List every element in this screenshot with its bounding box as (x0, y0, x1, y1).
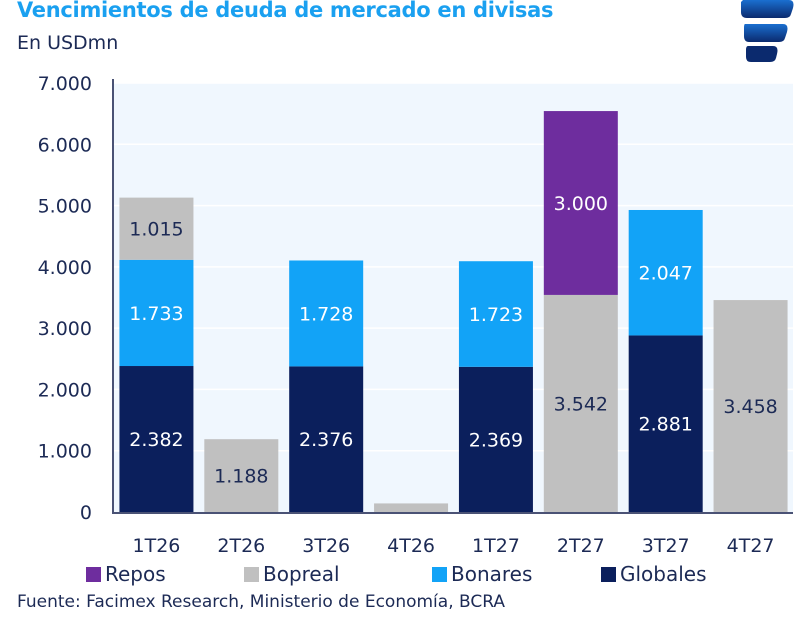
bar-segment-globales-1t26 (119, 366, 194, 512)
data-label: 3.000 (554, 193, 608, 215)
legend-item-bopreal: Bopreal (244, 562, 340, 586)
data-label: 3.542 (554, 393, 608, 415)
y-tick-label: 6.000 (38, 134, 92, 156)
bar-segment-bopreal-1t26 (119, 197, 194, 260)
bar-segment-globales-1t27 (458, 366, 533, 512)
y-tick-label: 5.000 (38, 196, 92, 218)
bar-segment-bonares-1t26 (119, 259, 194, 367)
data-label: 1.188 (214, 466, 268, 488)
stacked-bar-chart: 0 1.000 2.000 3.000 4.000 5.000 6.000 7.000 2.3… (38, 73, 793, 557)
data-label: 1.723 (469, 304, 523, 326)
x-tick-label: 3T26 (302, 535, 350, 557)
y-tick-label: 2.000 (38, 379, 92, 401)
x-tick-label: 3T27 (642, 535, 690, 557)
bar-segment-bopreal-4t27 (713, 300, 788, 512)
x-tick-label: 2T26 (217, 535, 265, 557)
legend-swatch-globales (601, 566, 616, 582)
y-tick-label: 1.000 (38, 441, 92, 463)
x-tick-label: 4T27 (727, 535, 775, 557)
x-tick-label: 1T27 (472, 535, 520, 557)
bar-segment-bonares-3t27 (628, 209, 703, 336)
bars (119, 111, 788, 512)
bar-segment-bopreal-2t27 (543, 294, 618, 512)
bar-segment-bonares-1t27 (458, 261, 533, 367)
bar-segment-bopreal-4t26 (374, 503, 449, 512)
legend-swatch-bonares (432, 566, 447, 582)
legend-swatch-bopreal (244, 566, 259, 582)
bar-segment-globales-3t26 (289, 366, 364, 512)
y-tick-label: 4.000 (38, 257, 92, 279)
data-label: 1.015 (129, 219, 183, 241)
legend-label-repos: Repos (105, 562, 166, 586)
x-tick-label: 2T27 (557, 535, 605, 557)
legend: Repos Bopreal Bonares Globales (0, 562, 800, 590)
chart-title: Vencimientos de deuda de mercado en divi… (17, 0, 554, 22)
y-tick-label: 3.000 (38, 318, 92, 340)
bar-segment-bonares-3t26 (289, 260, 364, 367)
bar-segment-globales-3t27 (628, 335, 703, 512)
data-label: 2.369 (469, 429, 523, 451)
data-label: 2.376 (299, 429, 353, 451)
legend-item-bonares: Bonares (432, 562, 532, 586)
data-label: 2.047 (638, 263, 692, 285)
y-tick-label: 7.000 (38, 73, 92, 95)
x-axis-ticks: 1T26 2T26 3T26 4T26 1T27 2T27 3T27 4T27 (133, 535, 775, 557)
data-label: 2.881 (638, 414, 692, 436)
legend-label-bonares: Bonares (451, 562, 533, 586)
bar-segment-repos-2t27 (543, 111, 618, 295)
value-labels: 2.382 1.733 1.015 1.188 2.376 1.728 2.369 1.723… (129, 193, 778, 488)
x-tick-label: 1T26 (133, 535, 181, 557)
legend-item-globales: Globales (601, 562, 707, 586)
facimex-logo-icon (741, 0, 794, 62)
chart-subtitle: En USDmn (17, 32, 119, 54)
legend-swatch-repos (86, 566, 101, 582)
y-axis-ticks: 0 1.000 2.000 3.000 4.000 5.000 6.000 7.000 (38, 73, 92, 524)
legend-label-globales: Globales (620, 562, 707, 586)
legend-label-bopreal: Bopreal (263, 562, 340, 586)
legend-item-repos: Repos (86, 562, 166, 586)
data-label: 3.458 (723, 396, 777, 418)
data-label: 2.382 (129, 429, 183, 451)
data-label: 1.728 (299, 303, 353, 325)
bar-segment-bopreal-2t26 (204, 439, 279, 512)
source-note: Fuente: Facimex Research, Ministerio de … (17, 592, 505, 612)
y-tick-label: 0 (80, 502, 92, 524)
data-label: 1.733 (129, 303, 183, 325)
x-tick-label: 4T26 (387, 535, 435, 557)
